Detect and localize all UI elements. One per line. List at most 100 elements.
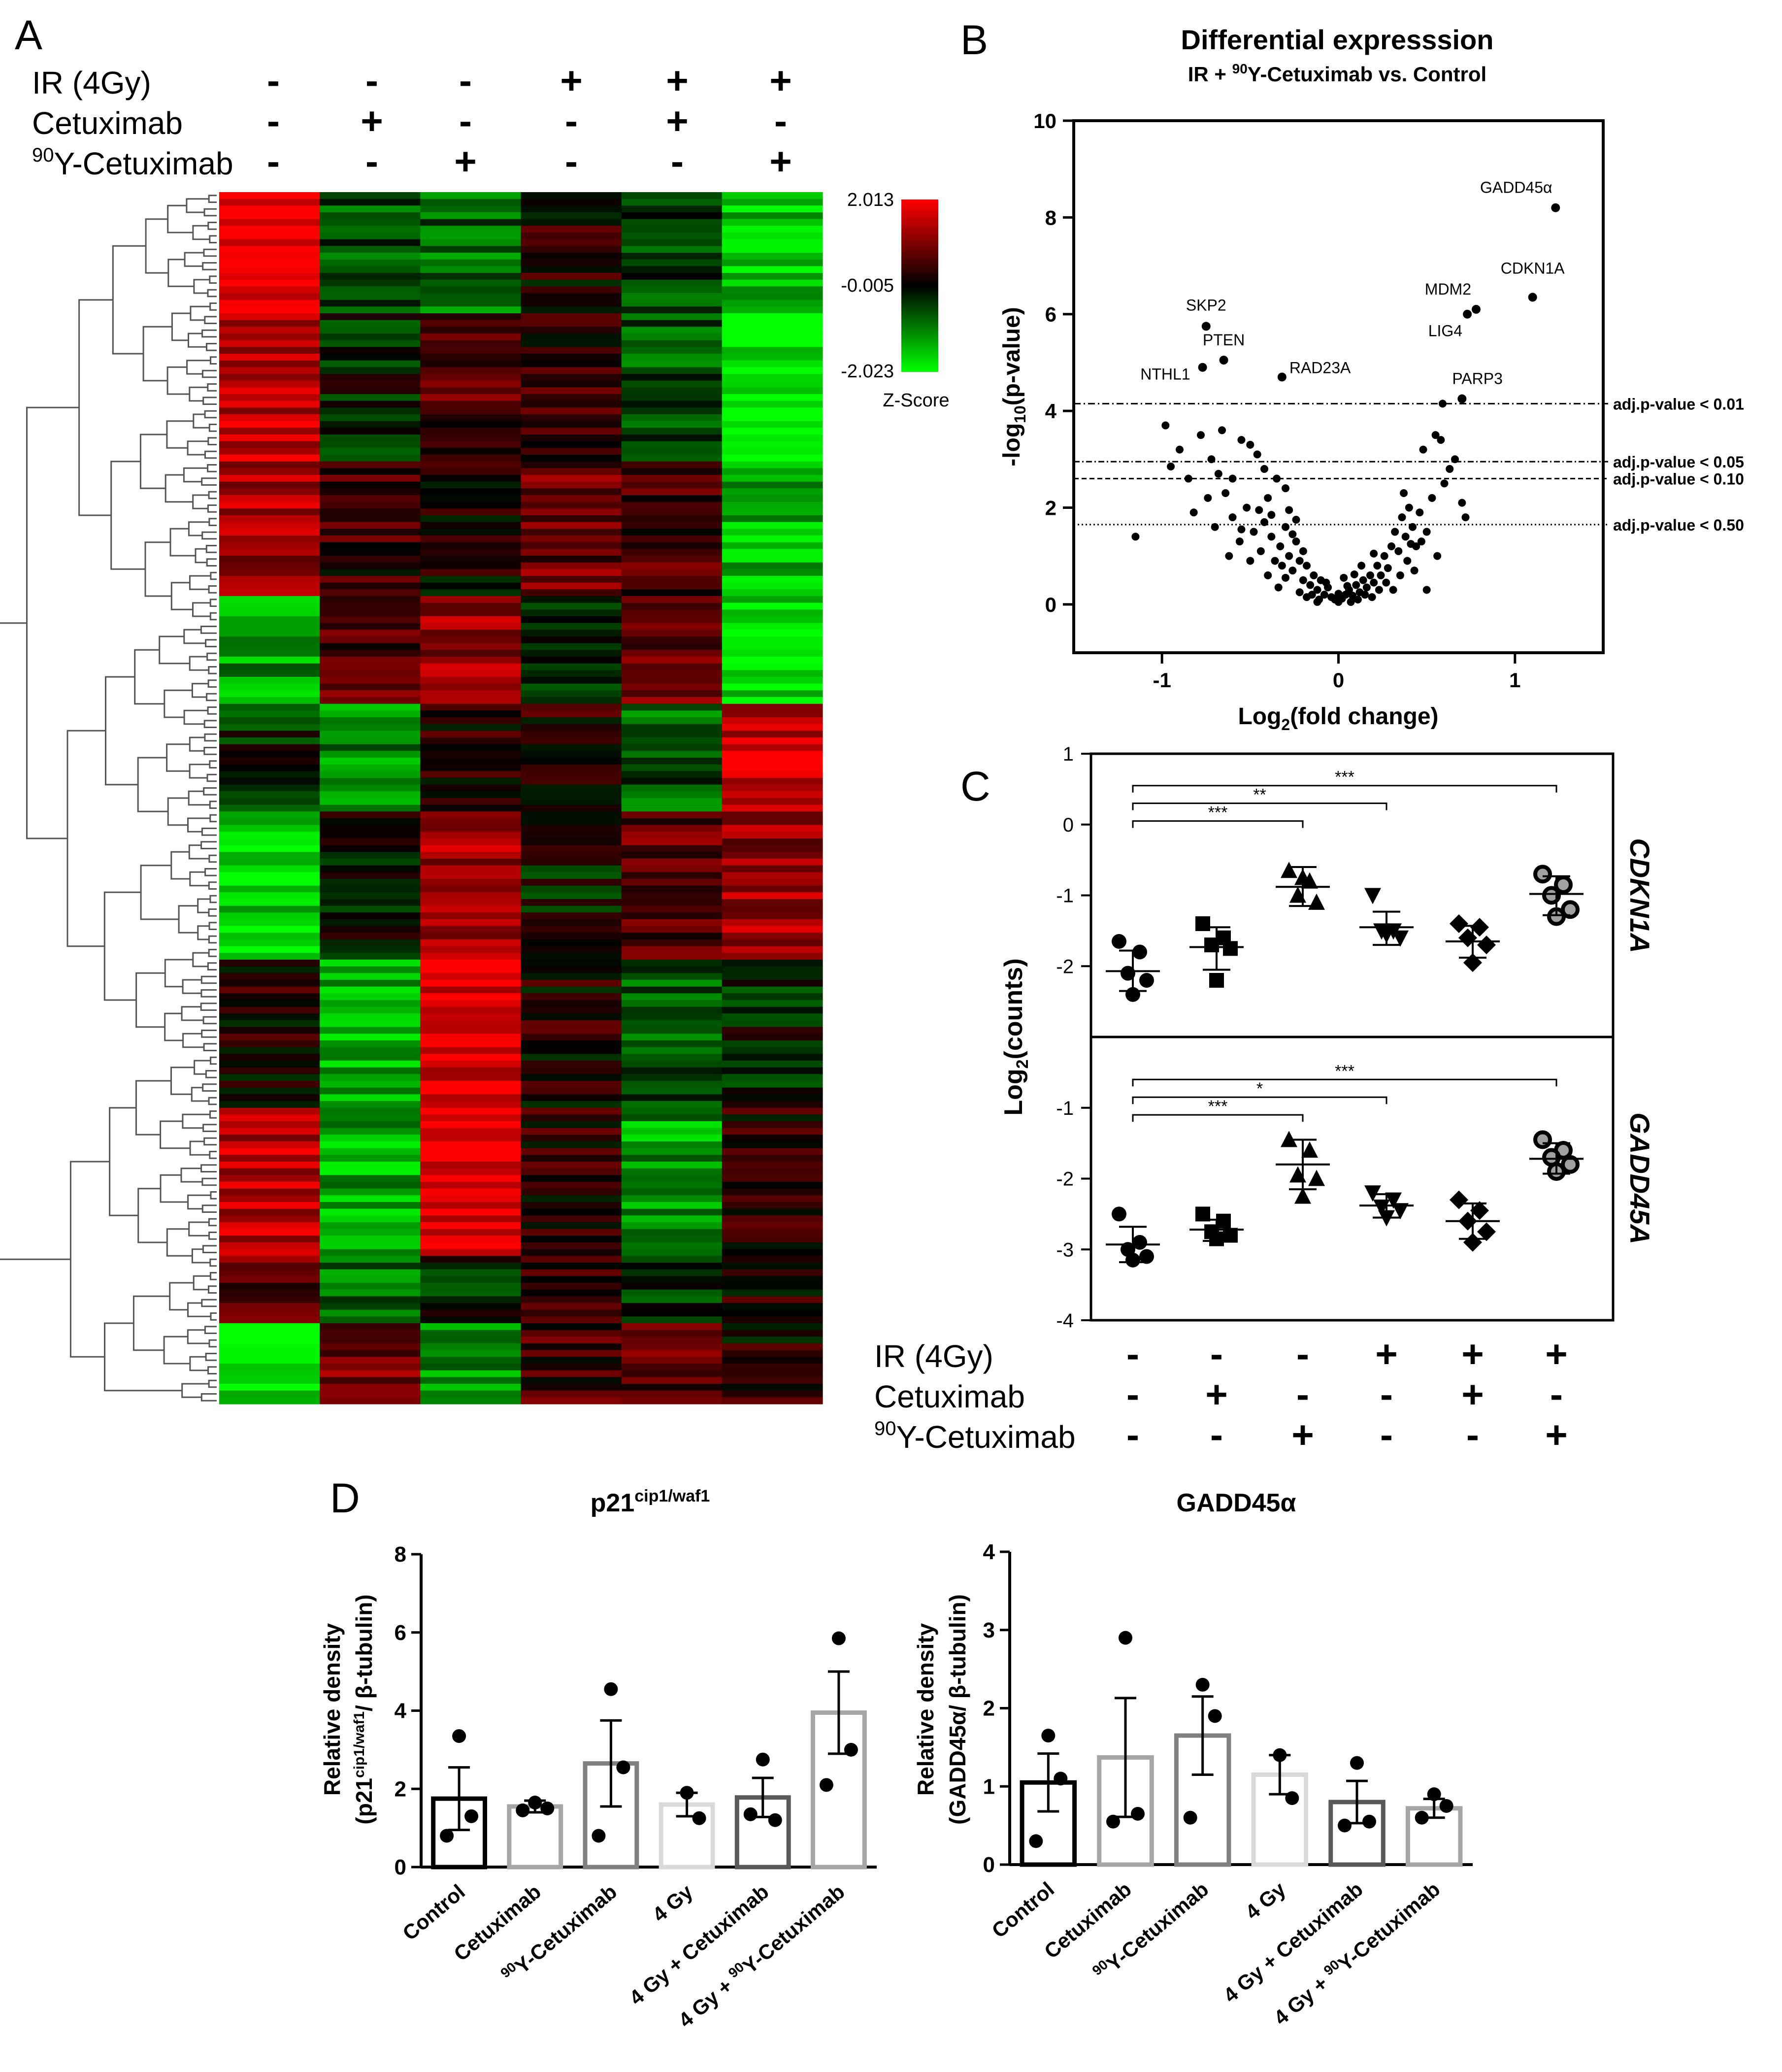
heatmap-cell xyxy=(722,448,823,455)
heatmap-cell xyxy=(420,771,522,778)
heatmap-cell xyxy=(621,414,723,422)
heatmap-cell xyxy=(420,279,522,287)
heatmap-cell xyxy=(621,542,723,549)
heatmap-cell xyxy=(420,993,522,1001)
heatmap-cell xyxy=(722,1148,823,1155)
heatmap-cell xyxy=(621,926,723,933)
heatmap-cell xyxy=(219,1094,320,1102)
heatmap-cell xyxy=(722,1343,823,1351)
heatmap-cell xyxy=(420,481,522,489)
heatmap-cell xyxy=(621,1215,723,1223)
dendrogram-branch xyxy=(203,208,217,217)
heatmap-cell xyxy=(320,1357,421,1364)
heatmap-cell xyxy=(219,973,320,980)
dot-plot-y-tick-label: -3 xyxy=(1056,1239,1074,1261)
heatmap-cell xyxy=(621,1337,723,1344)
heatmap-cell xyxy=(521,1101,622,1108)
heatmap-cell xyxy=(420,865,522,872)
heatmap-cell xyxy=(219,495,320,502)
heatmap-cell xyxy=(521,488,622,496)
heatmap-cell xyxy=(320,556,421,563)
heatmap-cell xyxy=(219,401,320,408)
heatmap-cell xyxy=(219,549,320,556)
heatmap-cell xyxy=(320,1182,421,1189)
heatmap-cell xyxy=(320,1087,421,1095)
heatmap-cell xyxy=(521,1067,622,1074)
dendrogram-branch xyxy=(208,1285,217,1294)
heatmap-cell xyxy=(521,899,622,906)
heatmap-cell xyxy=(320,663,421,670)
heatmap-cell xyxy=(521,421,622,428)
heatmap-cell xyxy=(621,825,723,832)
volcano-point-label: RAD23A xyxy=(1289,359,1351,376)
bar-point xyxy=(464,1809,479,1823)
heatmap-cell xyxy=(521,1269,622,1276)
heatmap-cell xyxy=(722,367,823,374)
volcano-point xyxy=(1440,479,1449,488)
heatmap-cell xyxy=(219,879,320,886)
heatmap-cell xyxy=(320,522,421,529)
heatmap-cell xyxy=(219,434,320,442)
dendrogram-branch xyxy=(208,881,217,890)
heatmap-cell xyxy=(521,1263,622,1270)
heatmap-cell xyxy=(219,885,320,893)
colorbar-gradient xyxy=(901,200,938,372)
volcano-point-label: PTEN xyxy=(1203,331,1245,349)
heatmap-cell xyxy=(521,946,622,953)
heatmap-cell xyxy=(420,1175,522,1182)
volcano-point-label: CDKN1A xyxy=(1501,259,1565,277)
heatmap-cell xyxy=(521,1175,622,1182)
dot-plot-point xyxy=(1195,916,1210,931)
heatmap-cell xyxy=(320,1148,421,1155)
heatmap-cell xyxy=(621,905,723,913)
heatmap-cell xyxy=(521,233,622,240)
heatmap-cell xyxy=(521,1162,622,1169)
heatmap-cell xyxy=(320,683,421,691)
heatmap-cell xyxy=(420,1101,522,1108)
heatmap-cell xyxy=(420,1087,522,1095)
heatmap-cell xyxy=(420,589,522,597)
heatmap-cell xyxy=(320,1006,421,1014)
heatmap-cell xyxy=(420,697,522,704)
dot-plot-point xyxy=(1223,941,1238,956)
heatmap-cell xyxy=(521,670,622,677)
heatmap-cell xyxy=(621,1155,723,1162)
heatmap-cell xyxy=(722,1107,823,1115)
volcano-point xyxy=(1370,549,1378,558)
volcano-y-tick-label: 8 xyxy=(1045,206,1056,229)
heatmap-cell xyxy=(521,576,622,583)
heatmap-cell xyxy=(420,273,522,280)
volcano-point xyxy=(1461,513,1470,522)
volcano-point xyxy=(1366,571,1374,579)
heatmap-cell xyxy=(420,1316,522,1324)
dot-plot-point xyxy=(1385,1192,1402,1209)
heatmap-cell xyxy=(621,1249,723,1256)
heatmap-cell xyxy=(621,233,723,240)
dendrogram-branch xyxy=(209,1272,217,1280)
heatmap-cell xyxy=(420,1377,522,1384)
heatmap-cell xyxy=(722,1229,823,1236)
volcano-point xyxy=(1285,552,1293,560)
heatmap-cell xyxy=(722,778,823,785)
volcano-plot: Differential expresssion IR + 90Y-Cetuxi… xyxy=(999,24,1744,734)
heatmap-cell xyxy=(320,1020,421,1028)
heatmap-cell xyxy=(722,1061,823,1068)
heatmap-cell xyxy=(219,1303,320,1310)
heatmap-cell xyxy=(521,219,622,226)
volcano-point xyxy=(1303,593,1311,602)
heatmap-cell xyxy=(621,1135,723,1142)
heatmap-cell xyxy=(722,1006,823,1014)
heatmap-cell xyxy=(320,246,421,253)
heatmap-cell xyxy=(722,643,823,650)
heatmap-cell xyxy=(521,872,622,879)
heatmap-cell xyxy=(420,744,522,751)
heatmap-cell xyxy=(621,239,723,246)
dot-plot-point xyxy=(1132,944,1147,960)
dendrogram-branch xyxy=(167,259,194,287)
header-sign-2-4: - xyxy=(671,139,684,183)
heatmap-cell xyxy=(219,1121,320,1129)
heatmap-cell xyxy=(521,939,622,947)
volcano-point xyxy=(1407,540,1415,548)
volcano-title: Differential expresssion xyxy=(1181,24,1494,55)
dendrogram-branch xyxy=(186,360,211,375)
